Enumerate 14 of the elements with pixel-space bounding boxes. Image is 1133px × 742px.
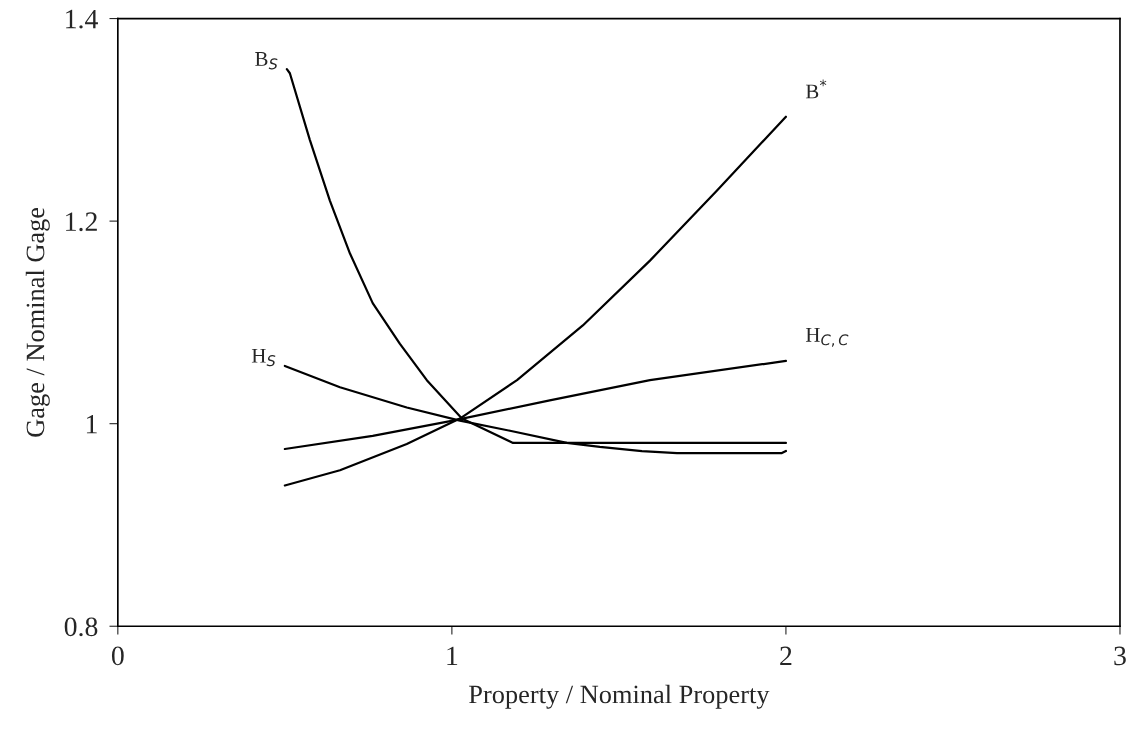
x-tick-label: 0 <box>111 646 124 666</box>
y-tick-label: 1.4 <box>66 9 98 29</box>
y-axis-title: Gage / Nominal Gage <box>25 207 50 437</box>
x-tick-label: 3 <box>1114 646 1126 666</box>
y-tick-label: 1 <box>86 414 97 434</box>
x-axis-title: Property / Nominal Property <box>469 684 770 709</box>
x-tick-label: 2 <box>780 646 792 665</box>
series-label: B$_{S}$ <box>255 52 278 70</box>
series-label: H$_{C,C}$ <box>805 328 849 347</box>
series-label: B$^{*}$ <box>805 79 827 99</box>
x-tick-label: 1 <box>447 646 458 665</box>
y-tick-label: 0.8 <box>64 617 98 637</box>
series-label: H$_{S}$ <box>251 348 276 367</box>
y-tick-label: 1.2 <box>66 212 97 232</box>
